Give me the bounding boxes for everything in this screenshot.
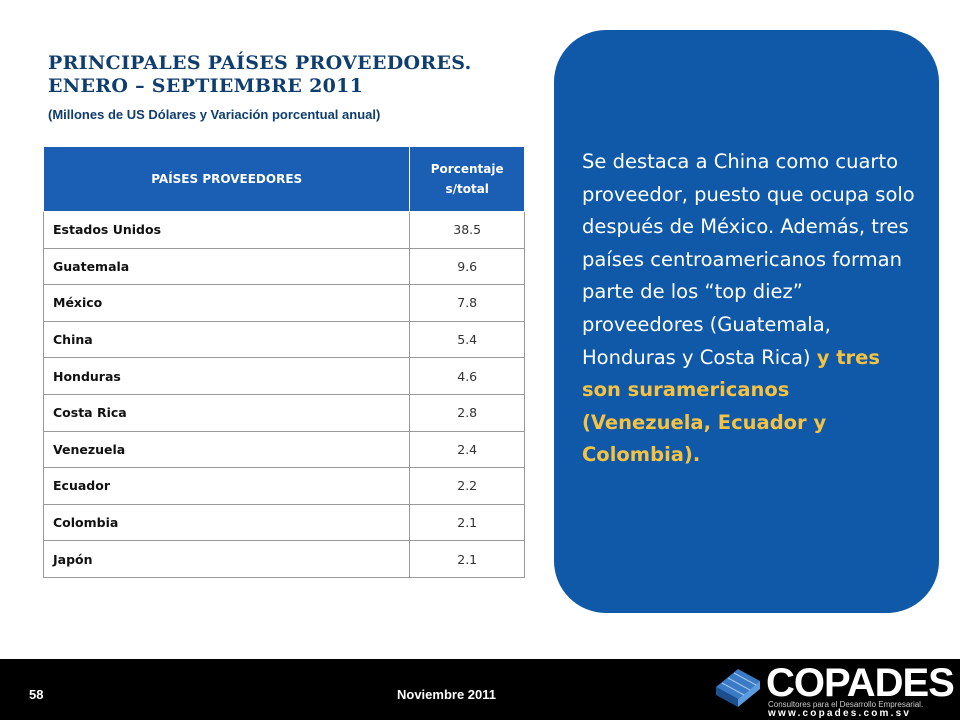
page-title: PRINCIPALES PAÍSES PROVEEDORES. ENERO – … bbox=[48, 52, 472, 98]
header-country: PAÍSES PROVEEDORES bbox=[42, 146, 411, 212]
panel-text-main: Se destaca a China como cuarto proveedor… bbox=[582, 150, 915, 369]
country-cell: Japón bbox=[42, 540, 411, 578]
table-row: Ecuador 2.2 bbox=[42, 467, 525, 505]
title-line-1: PRINCIPALES PAÍSES PROVEEDORES. bbox=[48, 52, 472, 74]
country-cell: Venezuela bbox=[42, 430, 411, 469]
header-percentage: Porcentaje s/total bbox=[409, 146, 525, 212]
table-row: Honduras 4.6 bbox=[42, 357, 525, 395]
table-row: Costa Rica 2.8 bbox=[42, 393, 525, 432]
percentage-cell: 2.1 bbox=[409, 540, 525, 578]
panel-text-highlight: y tres son suramericanos (Venezuela, Ecu… bbox=[582, 345, 880, 467]
percentage-cell: 2.2 bbox=[409, 467, 525, 505]
table-row: Venezuela 2.4 bbox=[42, 430, 525, 469]
panel-text: Se destaca a China como cuarto proveedor… bbox=[582, 146, 922, 472]
logo-mark-icon bbox=[716, 669, 760, 707]
country-cell: Honduras bbox=[42, 357, 411, 395]
logo-tagline: Consultores para el Desarrollo Empresari… bbox=[768, 700, 924, 709]
title-line-2: ENERO – SEPTIEMBRE 2011 bbox=[48, 75, 364, 97]
country-cell: China bbox=[42, 320, 411, 359]
suppliers-table: PAÍSES PROVEEDORES Porcentaje s/total Es… bbox=[42, 146, 525, 578]
percentage-cell: 9.6 bbox=[409, 247, 525, 286]
table-row: China 5.4 bbox=[42, 320, 525, 359]
country-cell: Costa Rica bbox=[42, 393, 411, 432]
percentage-cell: 4.6 bbox=[409, 357, 525, 395]
table-row: Guatemala 9.6 bbox=[42, 247, 525, 286]
percentage-cell: 38.5 bbox=[409, 211, 525, 249]
percentage-cell: 2.1 bbox=[409, 503, 525, 542]
page-number: 58 bbox=[29, 687, 44, 702]
country-cell: Colombia bbox=[42, 503, 411, 542]
table-row: México 7.8 bbox=[42, 284, 525, 322]
percentage-cell: 5.4 bbox=[409, 320, 525, 359]
country-cell: México bbox=[42, 284, 411, 322]
footer-date: Noviembre 2011 bbox=[397, 687, 497, 702]
country-cell: Ecuador bbox=[42, 467, 411, 505]
table-header-row: PAÍSES PROVEEDORES Porcentaje s/total bbox=[42, 146, 525, 212]
country-cell: Guatemala bbox=[42, 247, 411, 286]
table-body: Estados Unidos 38.5 Guatemala 9.6 México 7.8 C… bbox=[42, 211, 525, 578]
table-row: Japón 2.1 bbox=[42, 540, 525, 578]
footer-bar: 58 Noviembre 2011 COPADES Consultores pa… bbox=[0, 659, 960, 720]
header-pct-line-1: Porcentaje bbox=[430, 162, 504, 176]
header-pct-line-2: s/total bbox=[445, 182, 489, 196]
copades-logo: COPADES Consultores para el Desarrollo E… bbox=[704, 659, 960, 720]
percentage-cell: 2.8 bbox=[409, 393, 525, 432]
logo-url: www.copades.com.sv bbox=[768, 708, 912, 719]
country-cell: Estados Unidos bbox=[42, 211, 411, 249]
percentage-cell: 7.8 bbox=[409, 284, 525, 322]
page-subtitle: (Millones de US Dólares y Variación porc… bbox=[48, 107, 381, 122]
table-row: Colombia 2.1 bbox=[42, 503, 525, 542]
percentage-cell: 2.4 bbox=[409, 430, 525, 469]
highlight-panel: Se destaca a China como cuarto proveedor… bbox=[554, 30, 939, 613]
logo-name: COPADES bbox=[766, 661, 955, 705]
table-row: Estados Unidos 38.5 bbox=[42, 211, 525, 249]
